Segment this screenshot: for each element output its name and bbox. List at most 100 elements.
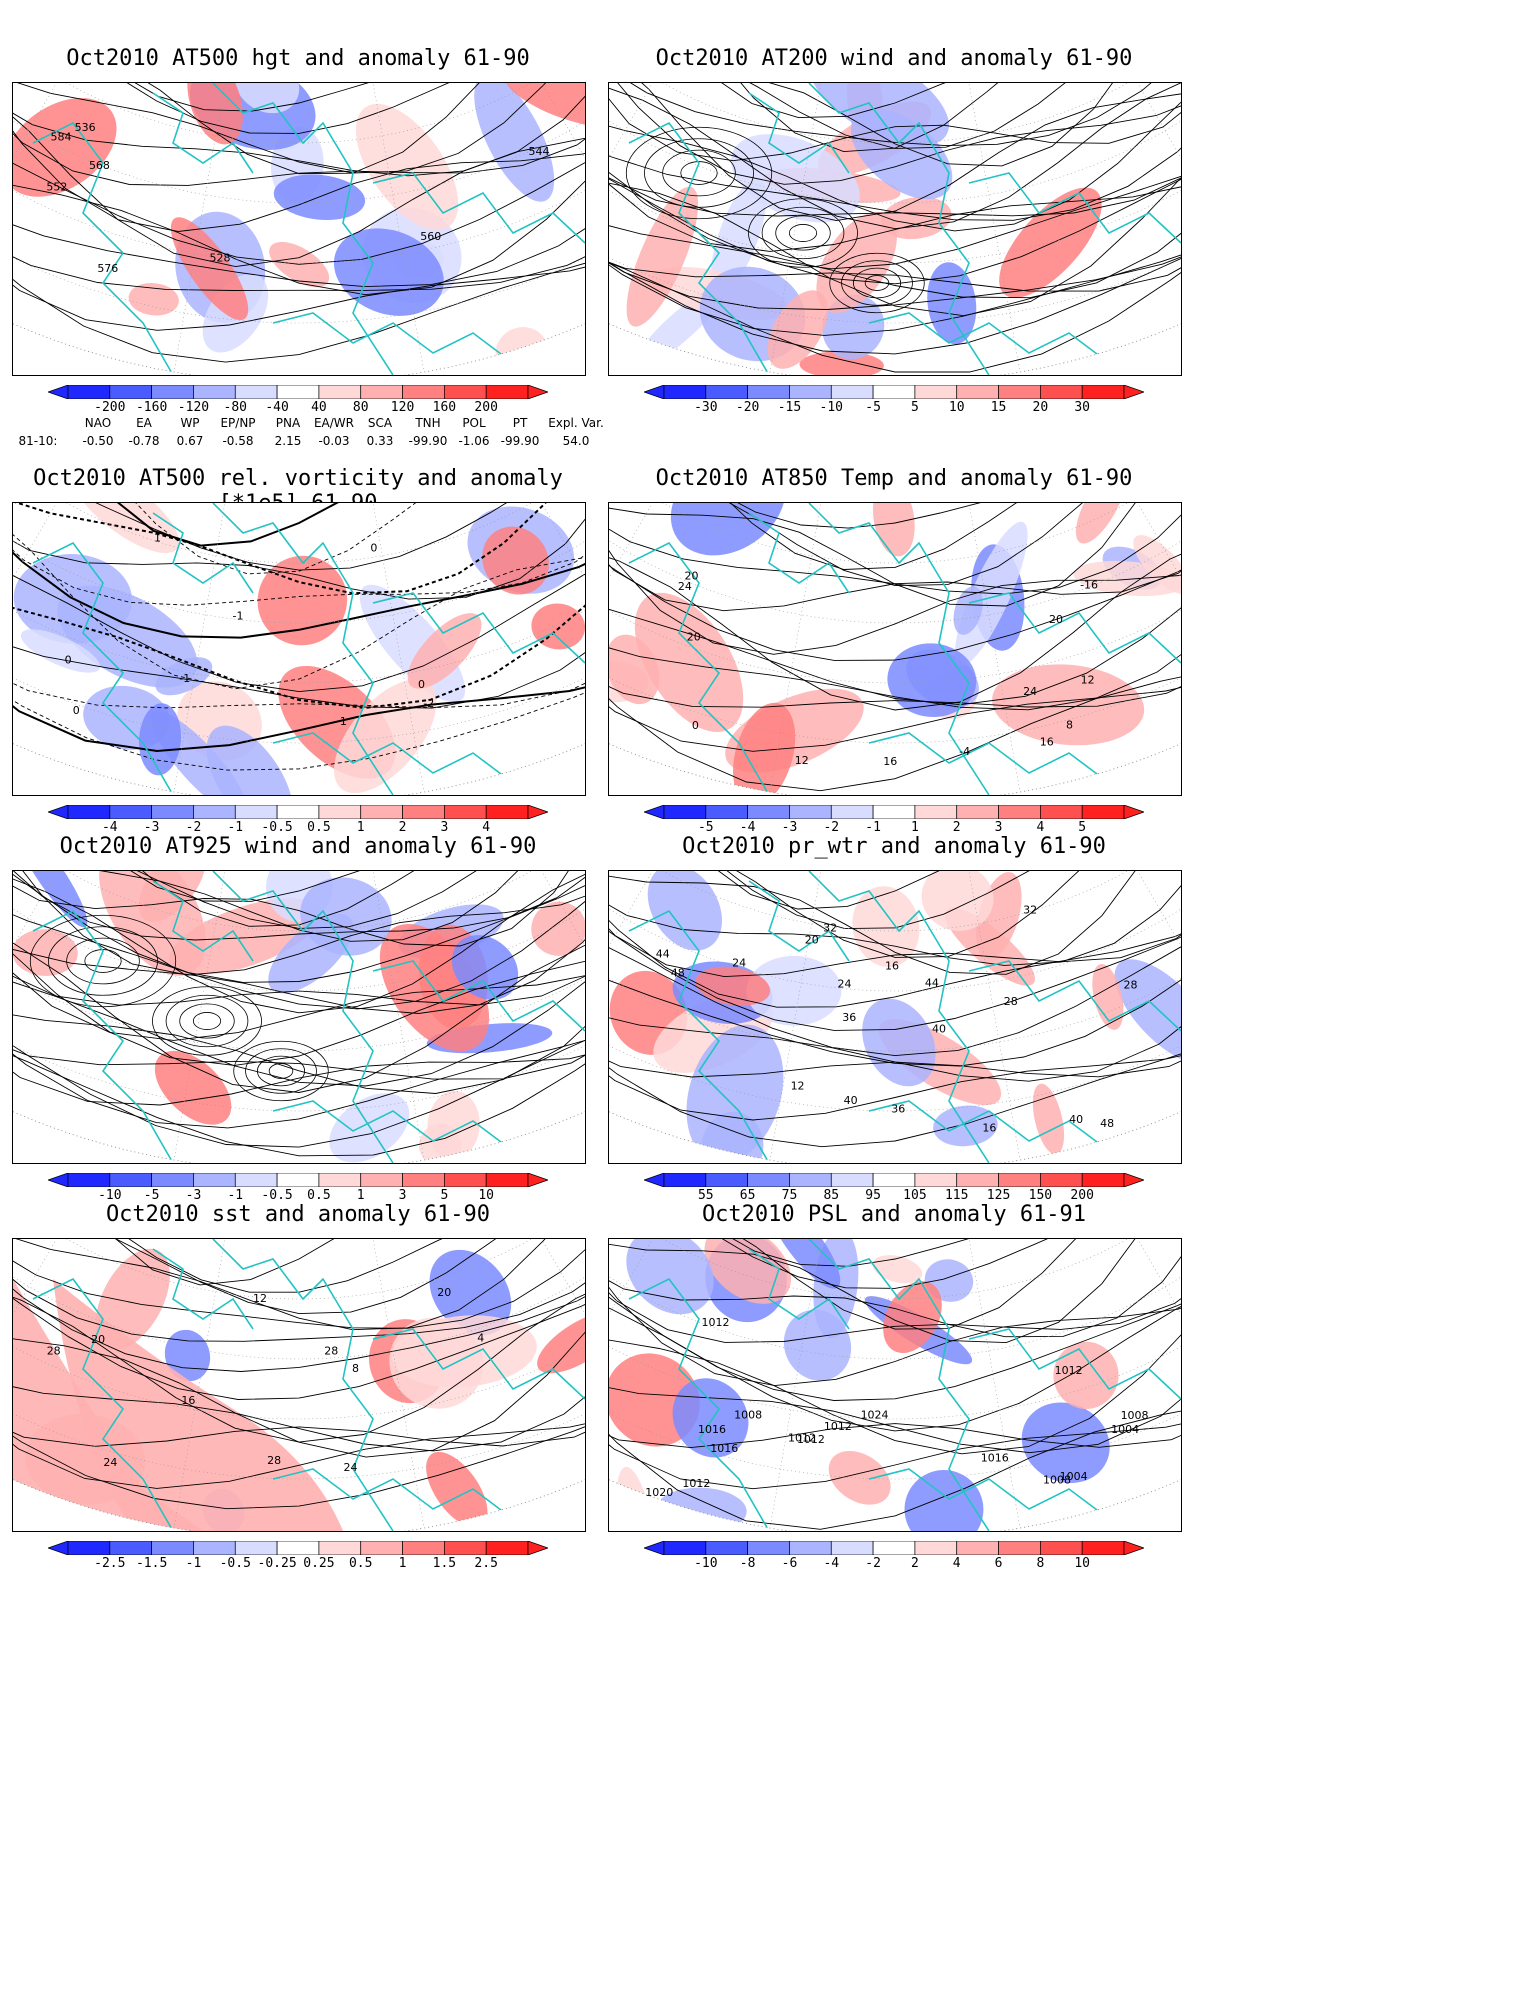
colorbar-tick-label: 2 <box>952 820 961 835</box>
polar-map: 1004102410121016100410081012101610121008… <box>609 1239 1181 1531</box>
colorbar-tick-label: 1 <box>910 820 919 835</box>
streamline <box>644 138 754 208</box>
contour-label: 1008 <box>1043 1474 1071 1487</box>
colorbar-arrow-high <box>527 1172 550 1188</box>
colorbar-arrow-low <box>46 1172 69 1188</box>
contour-label: 20 <box>805 934 819 947</box>
colorbar-segment <box>872 384 916 400</box>
colorbar-segment <box>67 1540 111 1556</box>
positive-anomaly-area <box>99 871 206 976</box>
colorbar-segment <box>234 804 278 820</box>
contour-line <box>609 1239 1181 1343</box>
streamline <box>625 126 773 220</box>
colorbar-segment <box>193 804 236 820</box>
contour-line <box>13 871 585 1014</box>
colorbar-scale <box>642 804 1146 820</box>
contour-line <box>13 83 585 363</box>
contour-label: -1 <box>233 610 244 623</box>
colorbar-segment <box>193 1172 236 1188</box>
teleconnection-header: TNH <box>415 416 441 430</box>
colorbar-tick-label: -0.5 <box>261 1188 293 1203</box>
colorbar-tick-label: -1.5 <box>135 1556 168 1571</box>
coastline <box>748 1248 850 1330</box>
colorbar-scale <box>642 1172 1146 1188</box>
contour-line <box>13 83 585 175</box>
polar-map: 528 536 544 552 560 568 576 584 <box>13 83 585 375</box>
positive-anomaly-area <box>531 901 585 956</box>
colorbar-tick-label: 0.5 <box>307 1188 331 1203</box>
contour-label: 16 <box>1040 735 1054 748</box>
contour-label: 44 <box>925 977 939 990</box>
contour-line <box>609 83 1181 373</box>
coastline <box>152 1248 254 1330</box>
colorbar-segment <box>276 1540 320 1556</box>
colorbar-tick-label: -3 <box>185 1188 202 1203</box>
contour-label: 24 <box>1023 685 1037 698</box>
coastline <box>32 1277 174 1531</box>
contour-line <box>13 871 585 947</box>
map-panel-p2: Oct2010 AT200 wind and anomaly 61-90 -30-… <box>608 46 1182 438</box>
colorbar-scale <box>46 1172 550 1188</box>
contour-line <box>13 871 585 941</box>
contour-line <box>609 503 1181 711</box>
streamline <box>680 161 718 185</box>
colorbar-tick-label: 0.5 <box>307 820 331 835</box>
map-panel-p6: Oct2010 pr_wtr and anomaly 61-90 48 32 16 24… <box>608 834 1182 1226</box>
positive-anomaly-area <box>537 1311 585 1374</box>
latitude-circle <box>609 83 1181 204</box>
teleconnection-header: EA <box>136 416 152 430</box>
contour-line <box>13 871 585 902</box>
colorbar-tick-label: -10 <box>819 400 844 415</box>
contour-label: 1012 <box>824 1420 852 1433</box>
colorbar-segment <box>663 804 707 820</box>
negative-anomaly-area <box>647 871 723 951</box>
contour-line <box>609 503 1181 752</box>
positive-anomaly-area <box>816 211 897 313</box>
coastline <box>748 880 850 962</box>
colorbar: -5 -4 -3 -2 -1 1 2 3 4 5 <box>642 804 1146 838</box>
polar-map: -1 0 1 -2 0 -1 0 1 0 <box>13 503 585 795</box>
colorbar-segment <box>789 1172 832 1188</box>
contour-line <box>13 83 585 186</box>
streamline <box>748 198 858 268</box>
contour-line <box>13 1239 585 1331</box>
positive-anomaly-area <box>154 1050 232 1125</box>
map-panel-p8: Oct2010 PSL and anomaly 61-91 1004 1024 101… <box>608 1202 1182 1594</box>
contour-line <box>13 871 585 1080</box>
panel-title: Oct2010 AT925 wind and anomaly 61-90 <box>59 834 537 859</box>
contour-line <box>609 871 1181 958</box>
contour-line <box>609 503 1181 708</box>
colorbar-tick-label: 3 <box>440 820 449 835</box>
colorbar: -200 -160 -120 -80 -40 40 80 120 160 200 <box>46 384 550 418</box>
contour-line <box>13 871 585 929</box>
contour-line <box>609 1239 1181 1338</box>
latitude-circle <box>13 503 585 624</box>
coastline <box>372 960 585 1032</box>
colorbar-tick-label: 10 <box>948 400 965 415</box>
map-frame: 28 24 20 16 12 8 4 24 20 28 28 <box>12 1238 586 1532</box>
positive-anomaly-area <box>799 351 884 375</box>
colorbar-segment <box>747 804 790 820</box>
contour-line <box>609 871 1181 1008</box>
colorbar-tick-label: 120 <box>390 400 415 415</box>
contour-label: 28 <box>47 1345 61 1358</box>
contour-line <box>609 83 1181 232</box>
colorbar-tick-label: -40 <box>265 400 289 415</box>
contour-line <box>609 871 1181 1067</box>
contour-line <box>13 1239 585 1400</box>
streamline <box>233 1040 329 1102</box>
contour-line <box>13 503 585 709</box>
positive-anomaly-area <box>1075 503 1126 544</box>
coastline <box>808 871 990 1163</box>
teleconnection-header: PT <box>512 416 528 430</box>
contour-line <box>609 503 1181 587</box>
contour-line <box>13 83 585 288</box>
coastline <box>372 592 585 664</box>
colorbar-segment <box>234 1172 278 1188</box>
colorbar-tick-label: -160 <box>135 400 168 415</box>
colorbar-tick-label: 95 <box>865 1188 881 1203</box>
colorbar-tick-label: -4 <box>101 820 118 835</box>
colorbar-tick-label: 2 <box>398 820 407 835</box>
colorbar-tick-label: 10 <box>1074 1556 1090 1571</box>
polar-map <box>609 83 1181 375</box>
